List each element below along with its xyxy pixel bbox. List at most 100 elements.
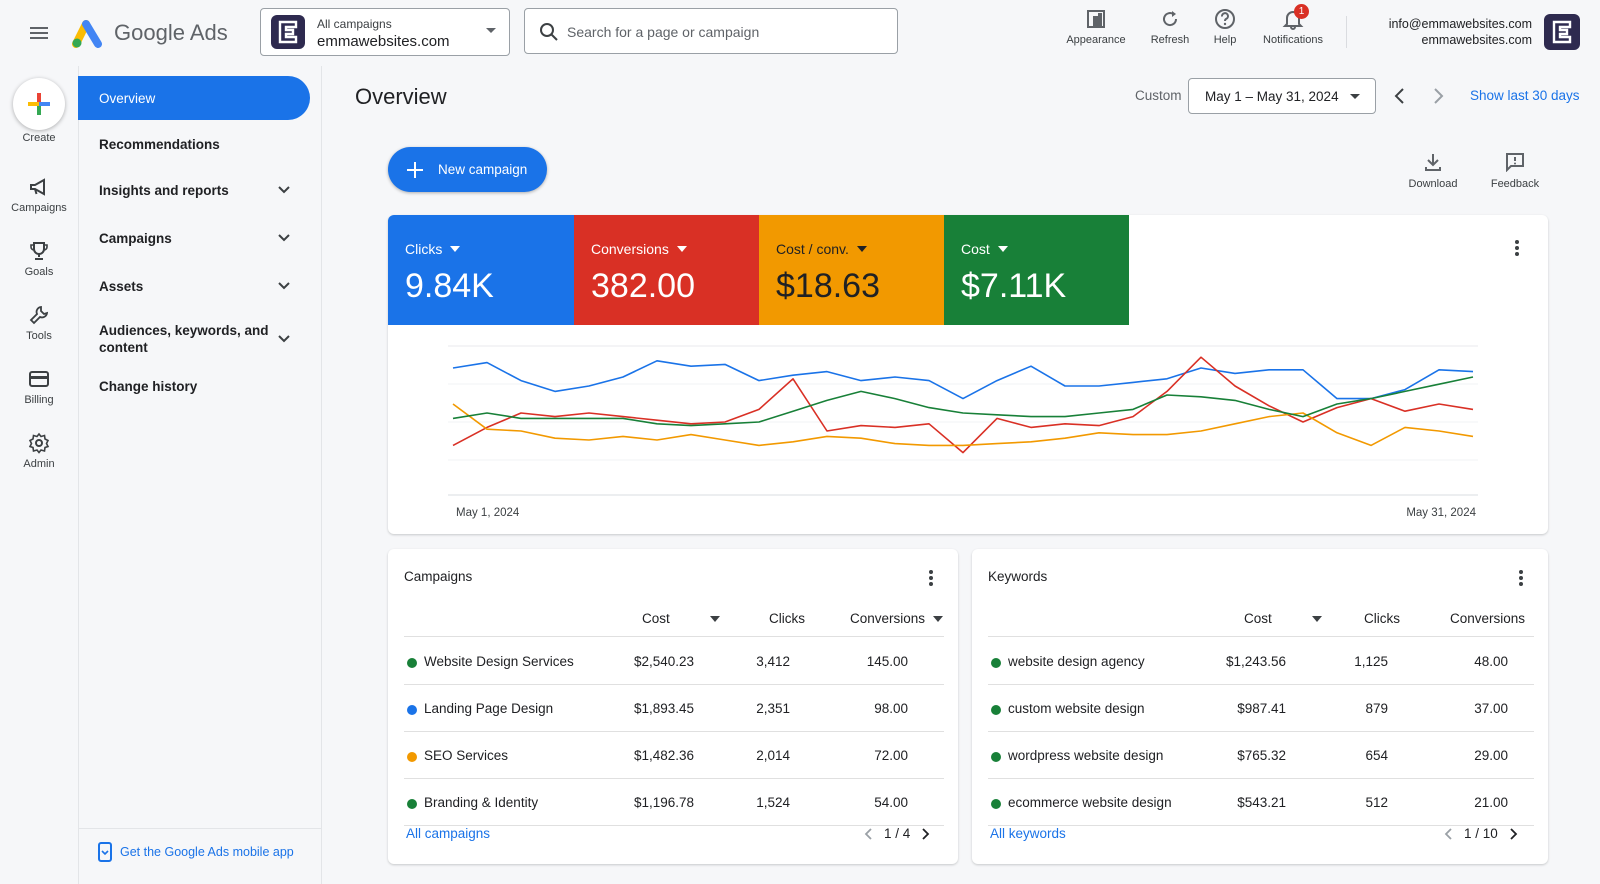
appearance-icon — [1087, 10, 1105, 28]
more-vert-icon[interactable] — [928, 569, 934, 587]
mobile-app-label: Get the Google Ads mobile app — [120, 845, 294, 859]
rail-item-goals[interactable]: Goals — [0, 240, 78, 278]
google-ads-logo[interactable]: Google Ads — [72, 16, 228, 50]
help-label: Help — [1213, 34, 1237, 46]
table-row[interactable]: Website Design Services $2,540.23 3,412 145… — [404, 638, 944, 685]
new-campaign-label: New campaign — [438, 162, 528, 177]
status-dot — [991, 799, 1001, 809]
mobile-app-link[interactable]: Get the Google Ads mobile app — [98, 842, 294, 862]
chevron-right-icon[interactable] — [1428, 86, 1448, 106]
rail-label: Admin — [23, 458, 55, 470]
date-range-selector[interactable]: May 1 – May 31, 2024 — [1188, 78, 1376, 114]
page-indicator: 1 / 4 — [884, 826, 911, 841]
metric-cost-per-conversion[interactable]: Cost / conv. $18.63 — [759, 215, 944, 325]
chevron-left-icon[interactable] — [1390, 86, 1410, 106]
status-dot — [407, 705, 417, 715]
nav-item-audiences[interactable]: Audiences, keywords, and content — [78, 318, 310, 360]
row-name: Landing Page Design — [424, 701, 554, 716]
download-button[interactable]: Download — [1402, 152, 1464, 190]
campaigns-pager: 1 / 4 — [862, 826, 932, 841]
more-vert-icon[interactable] — [1518, 569, 1524, 587]
column-header-cost[interactable]: Cost — [1244, 611, 1322, 626]
row-conversions: 21.00 — [1474, 795, 1508, 810]
row-clicks: 1,125 — [1354, 654, 1388, 669]
metric-label: Clicks — [405, 241, 443, 257]
campaigns-title: Campaigns — [404, 569, 473, 584]
all-keywords-link[interactable]: All keywords — [990, 826, 1066, 841]
table-row[interactable]: Landing Page Design $1,893.45 2,351 98.00 — [404, 685, 944, 732]
user-info[interactable]: info@emmawebsites.com emmawebsites.com — [1389, 16, 1532, 48]
rail-item-admin[interactable]: Admin — [0, 432, 78, 470]
campaigns-card: Campaigns Cost Clicks Conversions Websit… — [388, 549, 958, 864]
table-header: Cost Clicks Conversions — [404, 601, 944, 637]
feedback-button[interactable]: Feedback — [1482, 152, 1548, 190]
row-name: website design agency — [1008, 654, 1145, 669]
metric-value: 382.00 — [591, 267, 695, 305]
column-header-conversions[interactable]: Conversions — [850, 611, 944, 626]
row-clicks: 654 — [1365, 748, 1388, 763]
account-name: emmawebsites.com — [317, 33, 450, 50]
create-button[interactable] — [13, 78, 65, 130]
rail-label: Tools — [26, 330, 52, 342]
table-row[interactable]: custom website design $987.41 879 37.00 — [988, 685, 1534, 732]
table-row[interactable]: wordpress website design $765.32 654 29.00 — [988, 732, 1534, 779]
rail-item-billing[interactable]: Billing — [0, 368, 78, 406]
column-header-cost[interactable]: Cost — [642, 611, 720, 626]
nav-item-insights[interactable]: Insights and reports — [78, 170, 310, 210]
nav-item-overview[interactable]: Overview — [78, 76, 310, 120]
chevron-right-icon[interactable] — [1506, 827, 1520, 841]
new-campaign-button[interactable]: New campaign — [388, 147, 547, 192]
all-campaigns-link[interactable]: All campaigns — [406, 826, 491, 841]
refresh-button[interactable]: Refresh — [1144, 8, 1196, 58]
table-row[interactable]: ecommerce website design $543.21 512 21.00 — [988, 779, 1534, 826]
column-header-clicks[interactable]: Clicks — [1364, 611, 1400, 626]
user-account: emmawebsites.com — [1421, 33, 1532, 47]
rail-item-campaigns[interactable]: Campaigns — [0, 176, 78, 214]
column-header-clicks[interactable]: Clicks — [769, 611, 805, 626]
account-logo-icon — [271, 15, 305, 49]
metric-clicks[interactable]: Clicks 9.84K — [388, 215, 574, 325]
more-vert-icon[interactable] — [1514, 239, 1520, 257]
row-name: wordpress website design — [1008, 748, 1164, 763]
chevron-right-icon[interactable] — [918, 827, 932, 841]
metric-label: Conversions — [591, 241, 669, 257]
avatar[interactable] — [1544, 14, 1580, 50]
row-name: Website Design Services — [424, 654, 574, 669]
account-selector[interactable]: All campaigns emmawebsites.com — [260, 8, 510, 56]
gear-icon — [28, 432, 50, 454]
row-clicks: 3,412 — [756, 654, 790, 669]
row-name: Branding & Identity — [424, 795, 539, 810]
nav-item-assets[interactable]: Assets — [78, 266, 310, 306]
series-line-0 — [452, 359, 1474, 400]
table-row[interactable]: SEO Services $1,482.36 2,014 72.00 — [404, 732, 944, 779]
table-row[interactable]: Branding & Identity $1,196.78 1,524 54.00 — [404, 779, 944, 826]
menu-icon[interactable] — [24, 20, 54, 46]
status-dot — [991, 658, 1001, 668]
help-button[interactable]: Help — [1204, 8, 1246, 58]
plus-icon — [407, 161, 423, 178]
status-dot — [407, 658, 417, 668]
nav-item-change-history[interactable]: Change history — [78, 366, 310, 406]
nav-item-campaigns[interactable]: Campaigns — [78, 218, 310, 258]
metric-conversions[interactable]: Conversions 382.00 — [574, 215, 759, 325]
nav-divider — [78, 828, 322, 829]
rail-item-tools[interactable]: Tools — [0, 304, 78, 342]
search-box[interactable] — [524, 8, 898, 54]
appearance-button[interactable]: Appearance — [1060, 8, 1132, 58]
status-dot — [407, 799, 417, 809]
nav-item-recommendations[interactable]: Recommendations — [78, 124, 310, 164]
chevron-left-icon[interactable] — [1442, 827, 1456, 841]
table-row[interactable]: website design agency $1,243.56 1,125 48.00 — [988, 638, 1534, 685]
nav-item-label: Insights and reports — [99, 182, 229, 198]
metric-label: Cost — [961, 241, 990, 257]
chevron-left-icon[interactable] — [862, 827, 876, 841]
notifications-button[interactable]: 1 Notifications — [1254, 4, 1332, 58]
row-conversions: 54.00 — [874, 795, 908, 810]
notifications-label: Notifications — [1263, 34, 1323, 46]
show-last-30-days-link[interactable]: Show last 30 days — [1470, 88, 1580, 103]
trophy-icon — [30, 242, 48, 260]
search-input[interactable] — [567, 21, 887, 43]
column-header-conversions[interactable]: Conversions — [1450, 611, 1525, 626]
caret-down-icon — [676, 246, 687, 252]
metric-cost[interactable]: Cost $7.11K — [944, 215, 1129, 325]
